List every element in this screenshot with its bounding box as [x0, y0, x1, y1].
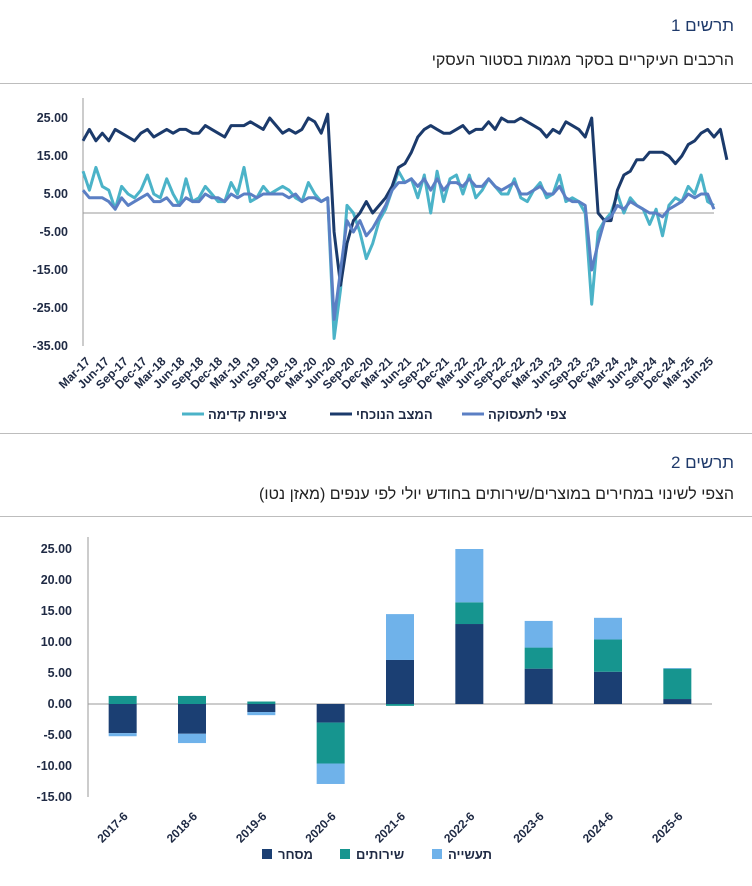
- bar-2017-6-series-3: [108, 733, 137, 737]
- y-tick-label: 5.00: [48, 666, 72, 680]
- y-tick-label: -10.00: [37, 759, 72, 773]
- bar-2024-6-series-2: [594, 639, 622, 672]
- bar-2021-6-series-1: [386, 659, 414, 704]
- bar-2024-6-series-3: [594, 617, 622, 640]
- bar-2018-6-series-1: [178, 704, 206, 734]
- bar-2024-6-series-1: [594, 671, 622, 704]
- legend-label: צפי לתעסוקה: [488, 407, 567, 422]
- bar-2025-6-series-3: [663, 668, 692, 669]
- bar-2020-6-series-3: [316, 763, 345, 784]
- bar-2023-6-series-3: [524, 620, 553, 648]
- figure2-title: הצפי לשינוי במחירים במוצרים/שירותים בחוד…: [258, 486, 734, 503]
- series-line-3: [81, 177, 716, 321]
- bar-2023-6-series-2: [524, 647, 553, 669]
- series-line-1: [81, 165, 715, 340]
- bar-2025-6-series-2: [663, 668, 692, 700]
- y-tick-label: 15.00: [41, 604, 72, 618]
- bar-2022-6-series-2: [455, 602, 484, 625]
- bar-2023-6-series-1: [524, 668, 553, 704]
- y-tick-label: 0.00: [48, 697, 72, 711]
- y-tick-label: -25.00: [33, 301, 68, 315]
- x-tick-label: 2018-6: [164, 809, 201, 846]
- legend-label: שירותים: [356, 847, 404, 862]
- legend-label: תעשייה: [448, 847, 492, 862]
- figure1-title: הרכבים העיקריים בסקר מגמות בסטור העסקי: [431, 52, 734, 69]
- x-tick-label: 2017-6: [94, 809, 131, 846]
- figure-separator: [0, 433, 752, 434]
- y-tick-label: 25.00: [41, 542, 72, 556]
- y-tick-label: -15.00: [33, 263, 68, 277]
- x-tick-label: 2020-6: [302, 809, 339, 846]
- x-tick-label: 2019-6: [233, 809, 270, 846]
- x-tick-label: 2022-6: [441, 809, 478, 846]
- y-tick-label: 25.00: [37, 111, 68, 125]
- bar-2018-6-series-2: [178, 695, 206, 704]
- figure1-label: תרשים 1: [670, 16, 734, 35]
- bar-2017-6-series-2: [108, 695, 137, 704]
- legend-swatch-2: [340, 849, 350, 859]
- x-tick-label: 2021-6: [372, 809, 409, 846]
- bar-2021-6-series-2: [386, 704, 414, 706]
- y-tick-label: 20.00: [41, 573, 72, 587]
- stacked-bar-chart: 25.00 20.00 15.00 10.00 5.00 0.00 -5.00 -10.00 -…: [37, 537, 712, 862]
- bar-2022-6-series-1: [455, 624, 484, 704]
- bar-2019-6-series-2: [247, 701, 276, 704]
- y-tick-label: -5.00: [40, 225, 69, 239]
- y-tick-label: -5.00: [44, 728, 73, 742]
- y-tick-label: 15.00: [37, 149, 68, 163]
- x-tick-label: 2025-6: [649, 809, 686, 846]
- legend-label: המצב הנוכחי: [356, 407, 433, 422]
- legend-label: ציפיות קדימה: [208, 407, 287, 422]
- bar-2018-6-series-3: [178, 733, 206, 744]
- legend-swatch-3: [432, 849, 442, 859]
- x-tick-label: 2024-6: [580, 809, 617, 846]
- line-chart: 25.0015.005.00-5.00-15.00-25.00-35.00Mar…: [33, 98, 729, 422]
- bar-2022-6-series-3: [455, 549, 484, 603]
- legend-swatch-1: [262, 849, 272, 859]
- bar-2020-6-series-2: [316, 722, 345, 764]
- x-tick-label: 2023-6: [510, 809, 547, 846]
- series-line-2: [81, 112, 729, 287]
- bar-2019-6-series-3: [247, 712, 276, 716]
- y-tick-label: -15.00: [37, 790, 72, 804]
- figure1-top-rule: [0, 83, 752, 84]
- y-tick-label: -35.00: [33, 339, 68, 353]
- bar-2025-6-series-1: [663, 699, 692, 704]
- y-tick-label: 10.00: [41, 635, 72, 649]
- legend-label: מסחר: [278, 847, 313, 862]
- bar-2017-6-series-1: [108, 704, 137, 734]
- bar-2019-6-series-1: [247, 704, 276, 713]
- figure2-top-rule: [0, 516, 752, 517]
- bar-2021-6-series-3: [386, 614, 414, 660]
- figure2-label: תרשים 2: [670, 453, 734, 472]
- y-tick-label: 5.00: [44, 187, 68, 201]
- bar-2020-6-series-1: [316, 704, 345, 723]
